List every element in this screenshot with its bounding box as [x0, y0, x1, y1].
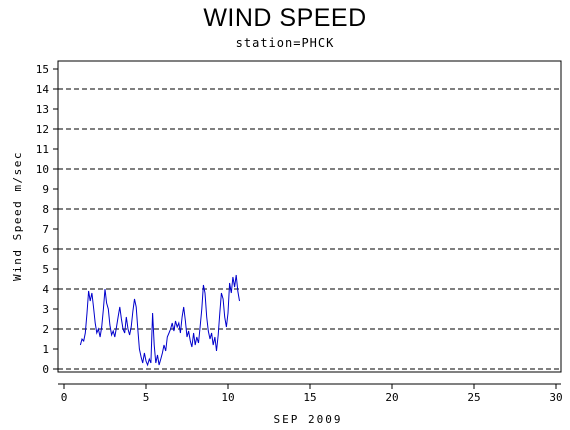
- x-tick-label: 10: [221, 391, 234, 404]
- y-tick-label: 4: [42, 283, 49, 296]
- y-tick-label: 8: [42, 203, 49, 216]
- y-tick-label: 14: [36, 83, 50, 96]
- x-tick-label: 25: [467, 391, 480, 404]
- y-tick-label: 6: [42, 243, 49, 256]
- y-tick-label: 15: [36, 63, 49, 76]
- y-tick-label: 9: [42, 183, 49, 196]
- grid-layer: [58, 88, 561, 370]
- y-tick-label: 13: [36, 103, 49, 116]
- x-tick-label: 30: [549, 391, 562, 404]
- y-tick-label: 3: [42, 303, 49, 316]
- series-layer: [79, 274, 240, 367]
- y-axis-label: Wind Speed m/sec: [11, 151, 24, 281]
- x-tick-label: 15: [303, 391, 316, 404]
- x-tick-label: 20: [385, 391, 398, 404]
- plot-area-frame: [57, 60, 562, 373]
- y-tick-label: 0: [42, 363, 49, 376]
- chart-subtitle: station=PHCK: [235, 36, 335, 50]
- y-tick-label: 5: [42, 263, 49, 276]
- y-tick-label: 12: [36, 123, 49, 136]
- y-tick-label: 2: [42, 323, 49, 336]
- chart-title: WIND SPEED: [203, 4, 367, 32]
- y-tick-label: 10: [36, 163, 49, 176]
- x-tick-label: 5: [143, 391, 150, 404]
- x-tick-label: 0: [61, 391, 68, 404]
- y-tick-label: 7: [42, 223, 49, 236]
- x-axis-label: SEP 2009: [274, 413, 343, 426]
- y-tick-label: 11: [36, 143, 49, 156]
- x-axis: 0 5 10 15 20 25 30: [58, 383, 563, 404]
- y-tick-label: 1: [42, 343, 49, 356]
- wind-speed-series-line: [79, 274, 240, 367]
